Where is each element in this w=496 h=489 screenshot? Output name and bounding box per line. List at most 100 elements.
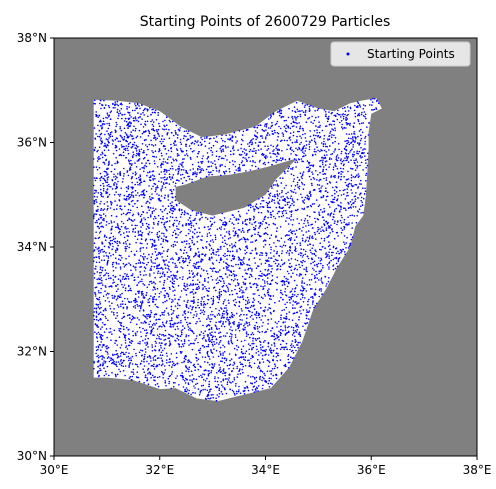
scatter-point xyxy=(366,126,368,128)
scatter-point xyxy=(159,281,161,283)
scatter-point xyxy=(235,312,238,315)
scatter-point xyxy=(255,376,258,379)
scatter-point xyxy=(325,179,328,181)
scatter-point xyxy=(256,207,259,209)
scatter-point xyxy=(309,167,311,170)
scatter-point xyxy=(134,183,136,186)
scatter-point xyxy=(360,157,362,159)
scatter-point xyxy=(181,267,184,269)
scatter-point xyxy=(237,256,240,259)
scatter-point xyxy=(148,162,151,165)
scatter-point xyxy=(233,172,236,174)
scatter-point xyxy=(162,163,164,165)
scatter-point xyxy=(107,297,109,299)
scatter-point xyxy=(247,268,249,271)
scatter-point xyxy=(128,160,130,163)
scatter-point xyxy=(305,250,307,253)
scatter-point xyxy=(258,222,260,224)
scatter-point xyxy=(210,171,212,173)
scatter-point xyxy=(118,263,120,265)
scatter-point xyxy=(98,232,101,234)
scatter-point xyxy=(202,388,204,391)
scatter-point xyxy=(294,246,297,248)
scatter-point xyxy=(148,185,150,187)
scatter-point xyxy=(139,342,141,345)
scatter-point xyxy=(261,128,264,131)
scatter-point xyxy=(127,145,130,148)
scatter-point xyxy=(267,342,270,345)
scatter-point xyxy=(248,145,251,147)
scatter-point xyxy=(132,191,134,193)
scatter-point xyxy=(353,151,355,153)
scatter-point xyxy=(227,237,230,240)
scatter-point xyxy=(318,180,320,182)
scatter-point xyxy=(151,350,154,352)
scatter-point xyxy=(147,346,149,348)
scatter-point xyxy=(145,228,148,230)
scatter-point xyxy=(273,250,275,252)
scatter-point xyxy=(193,299,195,301)
scatter-point xyxy=(107,275,110,277)
scatter-point xyxy=(248,309,250,312)
scatter-point xyxy=(356,101,359,103)
scatter-point xyxy=(355,164,357,167)
scatter-point xyxy=(144,348,147,350)
scatter-point xyxy=(192,302,195,305)
scatter-point xyxy=(280,116,283,119)
scatter-point xyxy=(322,229,324,231)
scatter-point xyxy=(160,171,163,173)
scatter-point xyxy=(220,360,222,363)
scatter-point xyxy=(276,145,278,147)
scatter-point xyxy=(365,162,367,164)
scatter-point xyxy=(261,371,264,373)
scatter-point xyxy=(238,357,240,359)
scatter-point xyxy=(178,180,180,182)
scatter-point xyxy=(359,139,362,142)
scatter-point xyxy=(99,230,102,233)
scatter-point xyxy=(210,326,213,329)
scatter-point xyxy=(152,125,155,127)
scatter-point xyxy=(160,190,162,192)
scatter-point xyxy=(123,127,126,130)
scatter-point xyxy=(246,247,249,249)
scatter-point xyxy=(264,227,267,230)
scatter-point xyxy=(180,346,183,348)
scatter-point xyxy=(360,134,362,137)
scatter-point xyxy=(290,195,293,197)
scatter-point xyxy=(192,288,194,291)
scatter-point xyxy=(183,169,185,171)
scatter-point xyxy=(129,193,131,196)
scatter-point xyxy=(260,211,263,214)
scatter-point xyxy=(276,334,278,336)
scatter-point xyxy=(336,265,339,268)
scatter-point xyxy=(109,111,112,114)
scatter-point xyxy=(115,175,117,178)
scatter-point xyxy=(173,282,175,285)
scatter-point xyxy=(270,330,272,332)
scatter-point xyxy=(256,367,259,369)
scatter-point xyxy=(95,231,97,233)
scatter-point xyxy=(304,297,306,299)
scatter-point xyxy=(353,131,356,133)
scatter-point xyxy=(98,114,101,117)
scatter-point xyxy=(302,146,305,148)
scatter-point xyxy=(243,231,245,233)
scatter-point xyxy=(116,365,118,368)
scatter-point xyxy=(179,304,181,307)
scatter-point xyxy=(216,386,219,389)
scatter-point xyxy=(144,267,147,270)
scatter-point xyxy=(103,123,106,125)
scatter-point xyxy=(123,194,126,197)
scatter-point xyxy=(324,143,327,145)
scatter-point xyxy=(184,286,187,288)
scatter-point xyxy=(99,119,102,122)
scatter-point xyxy=(167,132,169,134)
scatter-point xyxy=(199,141,202,144)
scatter-point xyxy=(269,283,271,286)
scatter-point xyxy=(195,378,198,381)
scatter-point xyxy=(128,255,130,257)
scatter-point xyxy=(270,318,273,320)
scatter-point xyxy=(277,263,280,265)
scatter-point xyxy=(108,222,110,225)
scatter-point xyxy=(289,139,292,141)
